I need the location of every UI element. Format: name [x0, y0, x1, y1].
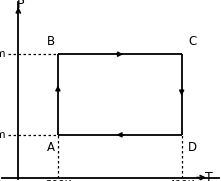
Text: 2 atm: 2 atm	[0, 49, 6, 59]
Text: 1 atm: 1 atm	[0, 130, 6, 140]
Text: A: A	[47, 141, 55, 154]
Text: B: B	[47, 35, 55, 48]
Text: 300K: 300K	[45, 180, 71, 181]
Text: P: P	[17, 0, 25, 11]
Text: 400K: 400K	[168, 180, 195, 181]
Text: T: T	[205, 171, 213, 181]
Text: D: D	[188, 141, 197, 154]
Text: C: C	[189, 35, 197, 48]
